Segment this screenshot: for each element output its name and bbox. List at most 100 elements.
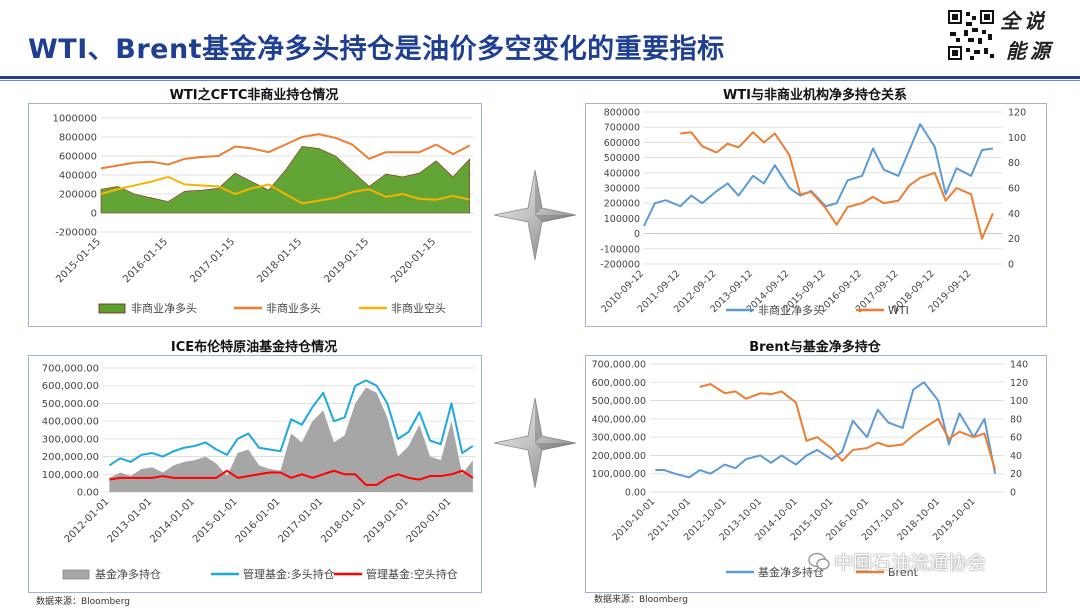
- chart-brent-net-long: 700,000.00 600,000.00 500,000.00 400,000.00…: [592, 360, 1029, 580]
- qr-code-icon: [946, 8, 996, 62]
- legend-label: 基金净多持仓: [95, 567, 161, 581]
- x-tick-label: 2015-01-01: [191, 496, 240, 545]
- legend-label: 非商业净多头: [131, 301, 197, 315]
- legend-label: 非商业净多头: [758, 303, 824, 317]
- y2-tick-label: 40: [1010, 451, 1022, 462]
- x-tick-label: 2018-01-15: [255, 236, 304, 285]
- logo-line-1: 全说: [1000, 9, 1048, 33]
- y2-tick-label: 40: [1008, 209, 1020, 220]
- y-tick-label: 500,000.00: [592, 396, 646, 407]
- y2-tick-label: 80: [1010, 414, 1022, 425]
- page-title: WTI、Brent基金净多头持仓是油价多空变化的重要指标: [28, 34, 725, 65]
- y2-tick-label: 80: [1008, 158, 1020, 169]
- legend-label: WTI: [888, 304, 909, 317]
- logo-line-2: 能源: [1006, 39, 1054, 63]
- legend-label: 管理基金:多头持仓: [243, 567, 335, 581]
- y-tick-label: -200000: [600, 260, 640, 271]
- y-tick-label: 1000000: [52, 114, 97, 125]
- x-tick-label: 2016-01-15: [121, 236, 170, 285]
- y2-tick-label: 100: [1010, 396, 1028, 407]
- x-tick-label: 2016-01-01: [234, 496, 283, 545]
- y-tick-label: 300,000.00: [592, 433, 646, 444]
- panel-ice-brent: 700,000.00 600,000.00 500,000.00 400,000.00…: [28, 355, 482, 593]
- y-tick-label: 600,000.00: [42, 381, 99, 392]
- legend-label: 管理基金:空头持仓: [366, 567, 458, 581]
- x-tick-label: 2012-01-01: [63, 496, 112, 545]
- y-tick-label: 600000: [604, 138, 640, 149]
- chart-ice-brent: 700,000.00 600,000.00 500,000.00 400,000.00…: [42, 364, 475, 581]
- four-point-star-icon: [494, 170, 576, 260]
- series-line-1: [680, 131, 994, 240]
- series-line-0: [655, 381, 997, 479]
- watermark-text: 中国石油流通协会: [834, 552, 987, 574]
- y-tick-label: 400,000.00: [592, 414, 646, 425]
- series-line-1: [108, 379, 474, 467]
- brand-logo: 全说 能源: [1000, 6, 1074, 66]
- series-area-0: [100, 146, 470, 214]
- y-tick-label: 100,000.00: [592, 469, 646, 480]
- title-divider-thin: [0, 80, 1080, 81]
- x-tick-label: 2019-01-01: [362, 496, 411, 545]
- y-tick-label: 100000: [604, 214, 640, 225]
- chart-title-ice-brent: ICE布伦特原油基金持仓情况: [170, 340, 338, 355]
- y2-tick-label: 20: [1010, 469, 1022, 480]
- title-divider: [0, 76, 1080, 79]
- x-tick-label: 2020-01-15: [389, 236, 438, 285]
- y2-tick-label: 100: [1008, 133, 1026, 144]
- y-tick-label: 0: [634, 229, 640, 240]
- chart-title-brent-net-long: Brent与基金净多持仓: [749, 340, 881, 355]
- chart-wti-net-long: 8000007000006000005000004000003000002000…: [599, 108, 1026, 318]
- y-tick-label: 400000: [59, 171, 97, 182]
- x-tick-label: 2020-01-01: [405, 496, 454, 545]
- y-tick-label: 800000: [604, 108, 640, 119]
- y-tick-label: 0: [91, 209, 97, 220]
- legend-swatch: [98, 303, 126, 314]
- series-line-1: [100, 133, 471, 170]
- y-tick-label: -100000: [600, 244, 640, 255]
- source-note-left: 数据来源：Bloomberg: [36, 597, 130, 607]
- series-line-2: [100, 175, 470, 205]
- y2-tick-label: 0: [1010, 488, 1016, 499]
- y2-tick-label: 140: [1010, 360, 1028, 371]
- y2-tick-label: 0: [1008, 260, 1014, 271]
- y-tick-label: 200,000.00: [42, 452, 99, 463]
- y2-tick-label: 120: [1008, 108, 1026, 119]
- y-tick-label: -200000: [55, 228, 97, 239]
- chart-title-wti-net-long: WTI与非商业机构净多持仓关系: [722, 88, 908, 103]
- y-tick-label: 800000: [59, 133, 97, 144]
- legend-label: Brent: [888, 566, 919, 579]
- legend-label: 非商业多头: [266, 301, 321, 315]
- series-area-0: [109, 387, 473, 492]
- y-tick-label: 700,000.00: [592, 360, 646, 371]
- series-line-2: [109, 469, 474, 486]
- y-tick-label: 200000: [59, 190, 97, 201]
- x-tick-label: 2018-01-01: [319, 496, 368, 545]
- y-tick-label: 0.00: [77, 488, 99, 499]
- chart-wti-cftc: 10000008000006000004000002000000-2000002…: [52, 114, 473, 315]
- series-line-1: [699, 383, 997, 471]
- y2-tick-label: 60: [1010, 433, 1022, 444]
- four-point-star-icon: [494, 398, 576, 488]
- x-tick-label: 2015-01-15: [54, 236, 103, 285]
- y2-tick-label: 20: [1008, 234, 1020, 245]
- x-tick-label: 2017-01-15: [188, 236, 237, 285]
- legend-swatch: [62, 569, 90, 580]
- x-tick-label: 2014-01-01: [148, 496, 197, 545]
- legend-label: 基金净多持仓: [758, 565, 824, 579]
- x-tick-label: 2013-01-01: [105, 496, 154, 545]
- y-tick-label: 300,000.00: [42, 434, 99, 445]
- watermark: 中国石油流通协会: [808, 548, 986, 575]
- x-tick-label: 2017-01-01: [276, 496, 325, 545]
- y-tick-label: 200,000.00: [592, 451, 646, 462]
- y-tick-label: 100,000.00: [42, 470, 99, 481]
- y-tick-label: 200000: [604, 199, 640, 210]
- y-tick-label: 400,000.00: [42, 417, 99, 428]
- y-tick-label: 700000: [604, 123, 640, 134]
- source-note-right: 数据来源：Bloomberg: [594, 595, 688, 605]
- y-tick-label: 400000: [604, 168, 640, 179]
- y-tick-label: 700,000.00: [42, 364, 99, 375]
- y2-tick-label: 60: [1008, 184, 1020, 195]
- panel-wti-net-long: 800000 700000 600000 500000 400000 300000 2000…: [585, 103, 1047, 327]
- chart-title-wti-cftc: WTI之CFTC非商业持仓情况: [169, 88, 339, 103]
- legend-label: 非商业空头: [391, 301, 446, 315]
